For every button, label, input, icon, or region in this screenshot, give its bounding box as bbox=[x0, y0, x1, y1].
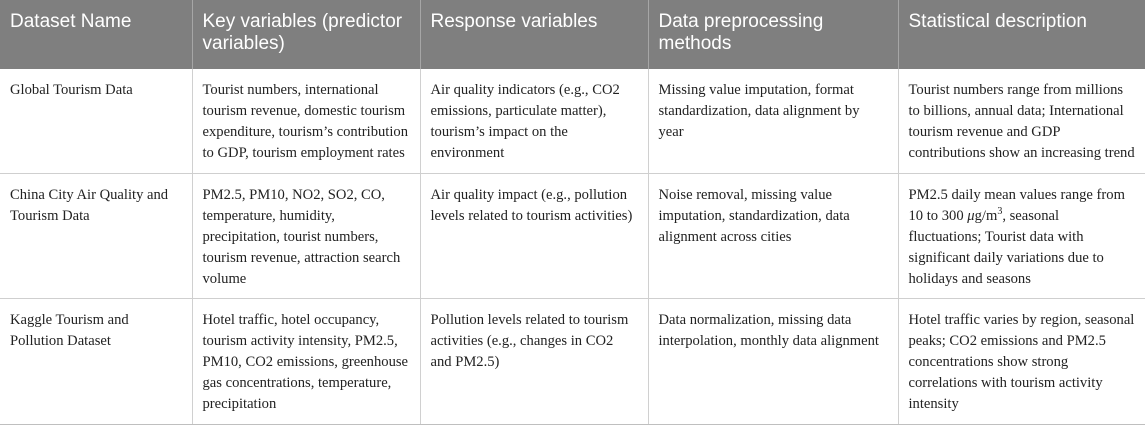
cell-response-variables: Air quality indicators (e.g., CO2 emissi… bbox=[419, 69, 648, 174]
statistics-text-after-unit: , seasonal fluctuations; Tourist data wi… bbox=[908, 208, 1104, 287]
cell-dataset-name: Global Tourism Data bbox=[0, 69, 192, 174]
statistics-text-before-unit: PM2.5 daily mean values range from 10 to… bbox=[908, 187, 1125, 224]
header-dataset-name: Dataset Name bbox=[0, 0, 192, 69]
cell-key-variables: Tourist numbers, international tourism r… bbox=[191, 69, 420, 174]
table-row: China City Air Quality and Tourism Data … bbox=[0, 173, 1145, 299]
cell-statistics: Hotel traffic varies by region, seasonal… bbox=[897, 298, 1145, 425]
cell-statistics: Tourist numbers range from millions to b… bbox=[897, 69, 1145, 174]
cell-preprocessing: Missing value imputation, format standar… bbox=[647, 69, 898, 174]
cell-statistics: PM2.5 daily mean values range from 10 to… bbox=[897, 173, 1145, 299]
dataset-table: Dataset Name Key variables (predictor va… bbox=[0, 0, 1145, 425]
table-row: Kaggle Tourism and Pollution Dataset Hot… bbox=[0, 298, 1145, 425]
header-row: Dataset Name Key variables (predictor va… bbox=[0, 0, 1145, 69]
table-row: Global Tourism Data Tourist numbers, int… bbox=[0, 69, 1145, 174]
header-statistical-description: Statistical description bbox=[897, 0, 1145, 69]
cell-dataset-name: Kaggle Tourism and Pollution Dataset bbox=[0, 298, 192, 425]
unit-g-per-m: g/m bbox=[974, 208, 998, 224]
cell-key-variables: Hotel traffic, hotel occupancy, tourism … bbox=[191, 298, 420, 425]
unit-superscript: 3 bbox=[997, 206, 1003, 218]
header-preprocessing-methods: Data preprocessing methods bbox=[647, 0, 898, 69]
cell-preprocessing: Noise removal, missing value imputation,… bbox=[647, 173, 898, 299]
cell-preprocessing: Data normalization, missing data interpo… bbox=[647, 298, 898, 425]
header-response-variables: Response variables bbox=[419, 0, 648, 69]
cell-key-variables: PM2.5, PM10, NO2, SO2, CO, temperature, … bbox=[191, 173, 420, 299]
cell-response-variables: Air quality impact (e.g., pollution leve… bbox=[419, 173, 648, 299]
cell-response-variables: Pollution levels related to tourism acti… bbox=[419, 298, 648, 425]
unit-mu: μ bbox=[967, 208, 975, 224]
header-key-variables: Key variables (predictor variables) bbox=[191, 0, 420, 69]
cell-dataset-name: China City Air Quality and Tourism Data bbox=[0, 173, 192, 299]
